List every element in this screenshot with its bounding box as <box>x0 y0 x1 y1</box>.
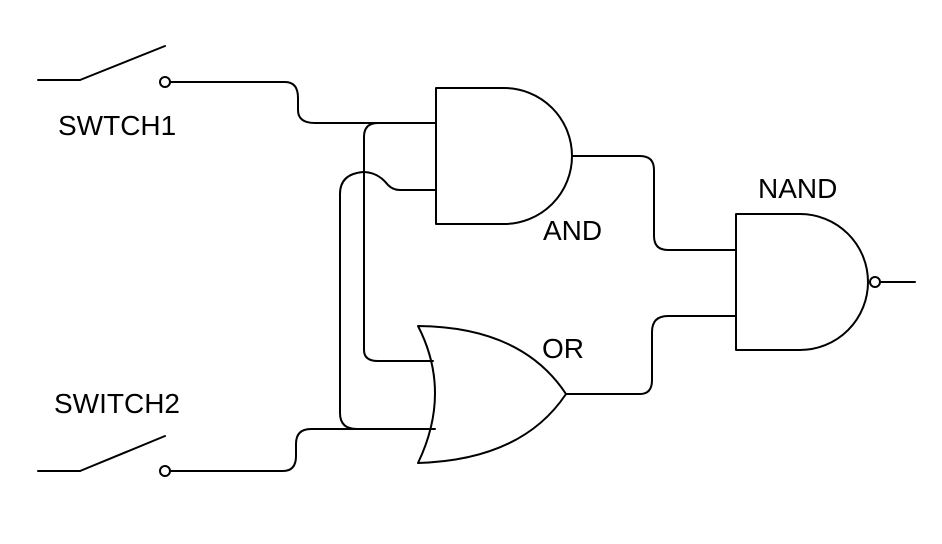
switch2-contact <box>159 465 171 477</box>
wire-switch2-to-or <box>169 428 436 472</box>
nand-output-bubble <box>869 276 881 288</box>
and-gate <box>435 87 573 225</box>
wire-or-to-nand <box>565 315 737 395</box>
or-gate <box>417 325 567 464</box>
switch1-contact <box>159 76 171 88</box>
switch2-label: SWITCH2 <box>54 388 180 419</box>
switch2-lever <box>79 435 166 472</box>
switch1-label: SWTCH1 <box>58 110 176 141</box>
nand-gate-label: NAND <box>758 173 837 204</box>
wire-and-to-nand <box>571 155 737 251</box>
switch2 <box>37 435 171 477</box>
nand-gate <box>735 213 869 351</box>
switch1 <box>37 45 171 88</box>
wire-switch1-to-and <box>169 81 437 124</box>
wire-switch1-to-or <box>363 122 434 362</box>
wire-switch2-to-and <box>339 171 437 430</box>
or-gate-label: OR <box>542 333 584 364</box>
switch1-lever <box>79 45 166 81</box>
and-gate-label: AND <box>543 215 602 246</box>
